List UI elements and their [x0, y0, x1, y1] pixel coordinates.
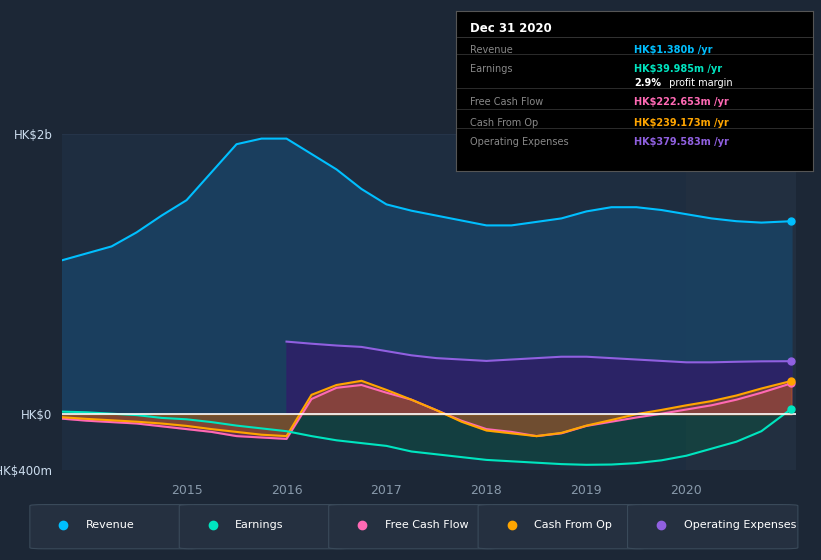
Text: Cash From Op: Cash From Op: [534, 520, 612, 530]
Text: Dec 31 2020: Dec 31 2020: [470, 22, 552, 35]
Text: Cash From Op: Cash From Op: [470, 118, 539, 128]
Text: HK$239.173m /yr: HK$239.173m /yr: [635, 118, 729, 128]
FancyBboxPatch shape: [627, 505, 798, 549]
Text: HK$39.985m /yr: HK$39.985m /yr: [635, 64, 722, 74]
Text: 2.9%: 2.9%: [635, 78, 661, 88]
Text: Operating Expenses: Operating Expenses: [684, 520, 796, 530]
Text: HK$1.380b /yr: HK$1.380b /yr: [635, 45, 713, 55]
Text: HK$379.583m /yr: HK$379.583m /yr: [635, 137, 729, 147]
Text: HK$222.653m /yr: HK$222.653m /yr: [635, 97, 729, 108]
Text: Free Cash Flow: Free Cash Flow: [470, 97, 544, 108]
Text: Earnings: Earnings: [470, 64, 512, 74]
Text: Earnings: Earnings: [236, 520, 284, 530]
Text: Operating Expenses: Operating Expenses: [470, 137, 569, 147]
Text: Revenue: Revenue: [470, 45, 512, 55]
FancyBboxPatch shape: [30, 505, 200, 549]
Text: profit margin: profit margin: [667, 78, 733, 88]
FancyBboxPatch shape: [328, 505, 499, 549]
Text: Revenue: Revenue: [86, 520, 135, 530]
Bar: [686, 134, 801, 470]
FancyBboxPatch shape: [179, 505, 350, 549]
FancyBboxPatch shape: [478, 505, 649, 549]
Text: Free Cash Flow: Free Cash Flow: [385, 520, 468, 530]
